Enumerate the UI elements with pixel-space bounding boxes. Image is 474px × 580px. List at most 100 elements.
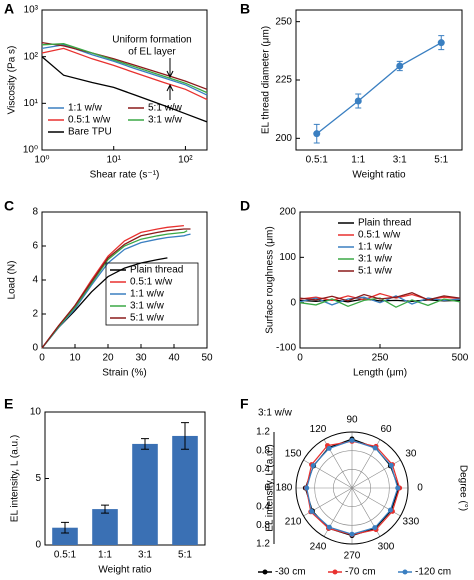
legend-label: 0.5:1 w/w [358, 230, 401, 241]
theta-tick-label: 240 [310, 542, 327, 553]
series-line [41, 233, 191, 349]
point [388, 462, 394, 468]
point [396, 62, 404, 70]
r-tick-label: 1.2 [256, 427, 270, 438]
outer-ring [295, 431, 409, 545]
y-tick-label: 250 [275, 16, 292, 27]
x-tick-label: 10² [178, 155, 193, 166]
y-tick-label: 0 [290, 297, 296, 308]
x-tick-label: 0.5:1 [54, 550, 77, 561]
theta-tick-label: 150 [285, 449, 302, 460]
x-tick-label: 3:1 [393, 155, 407, 166]
point [313, 130, 321, 138]
x-axis-label: Weight ratio [98, 565, 152, 576]
legend-label: 5:1 w/w [148, 103, 183, 114]
x-tick-label: 10⁰ [34, 155, 49, 166]
y-tick-label: 4 [32, 275, 38, 286]
theta-tick-label: 60 [380, 424, 392, 435]
theta-tick-label: 300 [378, 542, 395, 553]
x-tick-label: 30 [135, 353, 147, 364]
point [372, 445, 378, 451]
x-tick-label: 5:1 [434, 155, 448, 166]
point [349, 437, 355, 443]
x-tick-label: 5:1 [178, 550, 192, 561]
y-tick-label: 2 [32, 309, 38, 320]
legend-label: 1:1 w/w [130, 289, 165, 300]
panel-label: E [4, 396, 13, 412]
x-tick-label: 1:1 [351, 155, 365, 166]
point [387, 507, 393, 513]
point [395, 485, 401, 491]
theta-tick-label: 330 [403, 517, 420, 528]
x-tick-label: 3:1 [138, 550, 152, 561]
x-tick-label: 0 [39, 353, 45, 364]
theta-tick-label: 180 [276, 483, 293, 494]
legend-label: Plain thread [130, 265, 183, 276]
x-tick-label: 10 [69, 353, 81, 364]
legend-marker [402, 569, 408, 575]
theta-tick-label: 30 [405, 449, 417, 460]
theta-tick-label: 90 [346, 415, 358, 426]
series-line [299, 297, 461, 308]
series-line [316, 42, 442, 135]
y-tick-label: 10² [24, 51, 39, 62]
series-line [41, 230, 188, 349]
bar [52, 527, 78, 545]
x-tick-label: 50 [201, 353, 213, 364]
panel-label: F [240, 396, 249, 412]
error-bar [101, 504, 109, 514]
y-tick-label: 100 [279, 252, 296, 263]
x-tick-label: 0 [297, 353, 303, 364]
legend-label: 3:1 w/w [148, 115, 183, 126]
r-tick-label: 0.8 [256, 520, 270, 531]
panel-label: D [240, 198, 250, 214]
bar [92, 509, 118, 545]
point [304, 485, 310, 491]
x-axis-label: Strain (%) [102, 368, 146, 379]
legend-label: 5:1 w/w [358, 266, 393, 277]
legend-label: Bare TPU [68, 127, 112, 138]
subtitle: 3:1 w/w [258, 408, 293, 419]
theta-tick-label: 210 [285, 517, 302, 528]
annotation: of EL layer [128, 47, 176, 58]
r-tick-label: 1.2 [256, 539, 270, 550]
point [326, 445, 332, 451]
y-axis-label: EL intensity, L (a.u.) [265, 444, 276, 531]
series-line [41, 41, 208, 90]
point [309, 508, 315, 514]
x-tick-label: 0.5:1 [306, 155, 329, 166]
point [349, 531, 355, 537]
y-tick-label: 200 [275, 133, 292, 144]
plot-frame [41, 9, 208, 151]
series-line [41, 44, 208, 96]
x-axis-label: Shear rate (s⁻¹) [90, 170, 160, 181]
y-axis-label: EL intensity, L (a.u.) [10, 435, 21, 522]
x-tick-label: 10¹ [106, 155, 121, 166]
y-tick-label: 200 [279, 207, 296, 218]
theta-axis-label: Degree (°) [457, 465, 468, 511]
legend-label: 3:1 w/w [358, 254, 393, 265]
legend-marker [332, 569, 338, 575]
legend-label: 1:1 w/w [358, 242, 393, 253]
legend-label: -30 cm [275, 567, 306, 578]
series-line [41, 228, 191, 349]
legend-label: 0.5:1 w/w [68, 115, 111, 126]
point [437, 39, 445, 47]
series-line [41, 47, 208, 101]
r-tick-label: 0.8 [256, 445, 270, 456]
r-tick-label: 0 [264, 483, 270, 494]
y-tick-label: 8 [32, 207, 38, 218]
r-tick-label: 0.4 [256, 464, 270, 475]
bar [172, 435, 198, 545]
point [354, 97, 362, 105]
annotation-arrow [166, 58, 174, 79]
error-bar [141, 438, 149, 450]
theta-tick-label: 0 [417, 483, 423, 494]
error-bar [181, 422, 189, 450]
panel-label: B [240, 1, 250, 17]
x-tick-label: 20 [102, 353, 114, 364]
theta-tick-label: 120 [310, 424, 327, 435]
legend-box [105, 262, 199, 326]
y-tick-label: 5 [35, 473, 41, 484]
